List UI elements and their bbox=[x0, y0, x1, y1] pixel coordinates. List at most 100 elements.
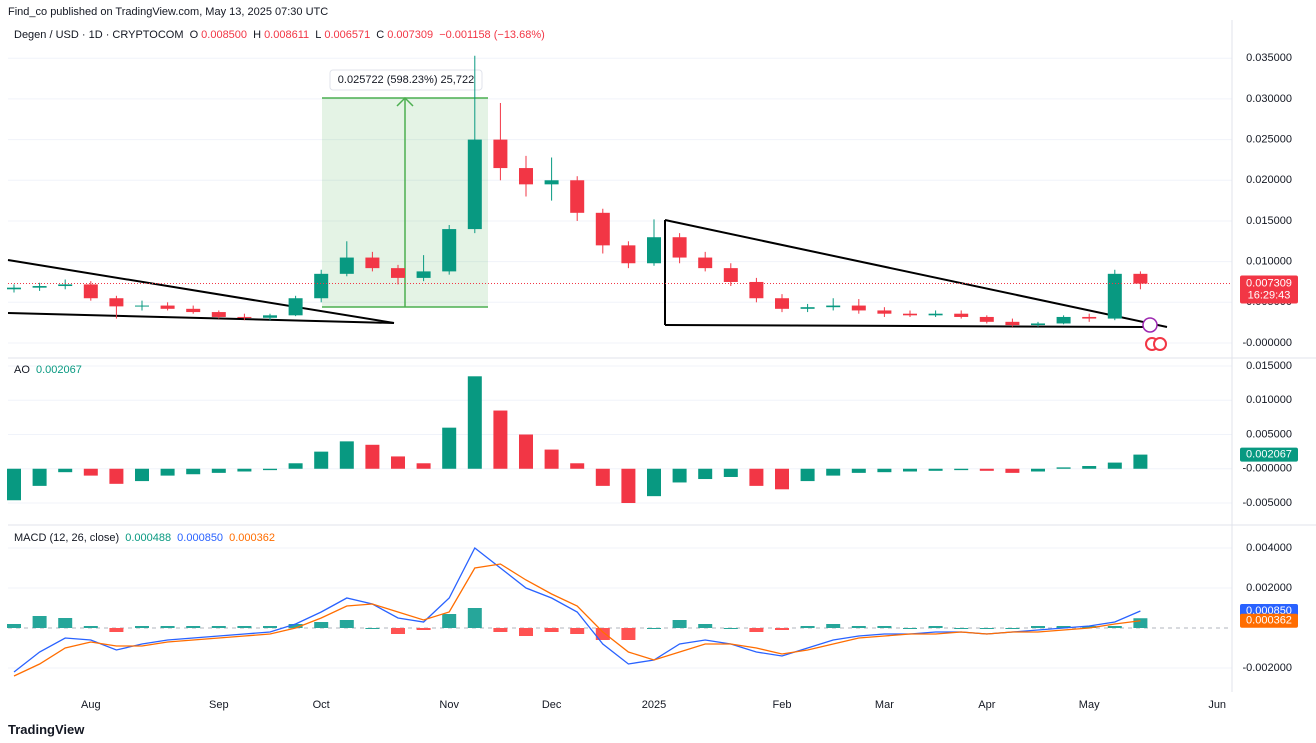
macd-histogram-bar bbox=[1133, 618, 1148, 628]
macd-histogram-bar bbox=[211, 626, 226, 628]
y-tick-label: 0.035000 bbox=[1246, 52, 1292, 64]
macd-histogram-bar bbox=[109, 628, 124, 632]
x-tick-label: Aug bbox=[81, 699, 101, 711]
macd-line bbox=[13, 563, 1141, 677]
ao-bar bbox=[135, 468, 149, 482]
macd-histogram-bar bbox=[826, 624, 841, 628]
candle-body bbox=[749, 281, 764, 299]
ao-bar bbox=[877, 468, 892, 473]
countdown: 16:29:43 bbox=[1248, 289, 1291, 301]
price-tag bbox=[1240, 275, 1298, 304]
candle-body bbox=[1005, 321, 1020, 326]
macd-histogram-bar bbox=[877, 626, 892, 628]
ao-bar bbox=[1082, 466, 1097, 469]
value-tag bbox=[1240, 447, 1298, 462]
macd-histogram-bar bbox=[237, 626, 252, 628]
candle-body bbox=[954, 313, 969, 317]
candle-body bbox=[519, 168, 533, 185]
ao-bar bbox=[237, 468, 252, 472]
x-tick-label: Apr bbox=[978, 699, 995, 711]
indicator-title: MACD (12, 26, close) bbox=[14, 532, 120, 544]
trendlines bbox=[7, 219, 1168, 328]
ao-bar bbox=[58, 468, 73, 473]
candle-body bbox=[391, 268, 405, 278]
ohlc-label: H bbox=[253, 29, 262, 41]
candle-body bbox=[800, 307, 815, 309]
ao-bar bbox=[83, 468, 98, 476]
trendline bbox=[7, 259, 395, 324]
macd-histogram-bar bbox=[135, 626, 149, 628]
ao-bar bbox=[467, 376, 482, 469]
ao-bar bbox=[544, 449, 559, 469]
macd-histogram-bar bbox=[903, 628, 917, 629]
event-icon[interactable] bbox=[1142, 317, 1158, 333]
candle-body bbox=[1133, 273, 1148, 284]
event-icon[interactable] bbox=[1153, 337, 1167, 351]
ao-bar bbox=[442, 427, 457, 469]
candle-body bbox=[416, 271, 431, 278]
ao-bar bbox=[1056, 467, 1071, 469]
indicator-value: 0.000362 bbox=[229, 532, 276, 544]
ao-bar bbox=[647, 468, 661, 497]
y-tick-label: -0.005000 bbox=[1242, 497, 1292, 509]
macd-histogram-bar bbox=[416, 628, 431, 630]
candle-body bbox=[544, 180, 559, 185]
macd-histogram-bar bbox=[775, 628, 789, 630]
ao-bar bbox=[775, 468, 789, 490]
macd-histogram-bar bbox=[672, 620, 687, 628]
value-tag-label: 0.002067 bbox=[1246, 449, 1292, 461]
ohlc-value: 0.008500 bbox=[201, 29, 248, 41]
brand: TradingView bbox=[8, 722, 85, 737]
indicator-value: 0.002067 bbox=[35, 364, 82, 376]
candle-body bbox=[442, 229, 457, 272]
ao-bar bbox=[288, 463, 303, 469]
candle-body bbox=[160, 305, 175, 309]
y-tick-label: 0.015000 bbox=[1246, 215, 1292, 227]
y-tick-label: -0.000000 bbox=[1242, 463, 1292, 475]
ohlc-label: O bbox=[189, 29, 199, 41]
ao-bar bbox=[979, 468, 994, 471]
candle-body bbox=[1107, 273, 1122, 319]
value-tag bbox=[1240, 613, 1298, 628]
ao-bar bbox=[595, 468, 610, 486]
macd-histogram-bar bbox=[595, 628, 610, 640]
ao-bar bbox=[570, 463, 585, 469]
macd-histogram-bar bbox=[519, 628, 533, 636]
macd-histogram-bar bbox=[314, 622, 329, 628]
ohlc-value: 0.007309 bbox=[387, 29, 434, 41]
x-tick-label: Sep bbox=[209, 699, 229, 711]
change: −0.001158 (−13.68%) bbox=[439, 29, 545, 41]
candle-body bbox=[621, 245, 636, 264]
macd-histogram-bar bbox=[186, 626, 201, 628]
candle-body bbox=[851, 305, 866, 311]
macd-histogram-bar bbox=[851, 626, 866, 628]
ao-bar bbox=[672, 468, 687, 483]
measure-arrowhead bbox=[396, 96, 414, 107]
candle-body bbox=[698, 257, 713, 269]
candle-body bbox=[83, 284, 98, 299]
macd-histogram-bar bbox=[698, 624, 713, 628]
ao-bar bbox=[1005, 468, 1020, 473]
ao-bar bbox=[32, 468, 47, 486]
trendline bbox=[664, 324, 1149, 328]
macd-histogram-bar bbox=[647, 628, 661, 629]
candle-body bbox=[237, 316, 252, 318]
ao-bar bbox=[621, 468, 636, 504]
macd-histogram-bar bbox=[570, 628, 585, 634]
candle-body bbox=[263, 315, 277, 318]
x-tick-label: Feb bbox=[773, 699, 792, 711]
ao-bar bbox=[339, 441, 354, 469]
ao-bar bbox=[493, 410, 508, 469]
ao-bar bbox=[365, 444, 380, 469]
y-tick-label: -0.002000 bbox=[1242, 662, 1292, 674]
measure-label: 0.025722 (598.23%) 25,722 bbox=[338, 74, 474, 86]
macd-histogram-bar bbox=[442, 614, 457, 628]
macd-histogram-bar bbox=[800, 626, 815, 628]
candle-body bbox=[1056, 316, 1071, 324]
ao-bar bbox=[903, 468, 917, 472]
macd-histogram-bar bbox=[339, 620, 354, 628]
ao-bar bbox=[826, 468, 841, 476]
ohlc-label: C bbox=[376, 29, 385, 41]
ao-bar bbox=[954, 468, 969, 471]
candle-body bbox=[595, 212, 610, 246]
